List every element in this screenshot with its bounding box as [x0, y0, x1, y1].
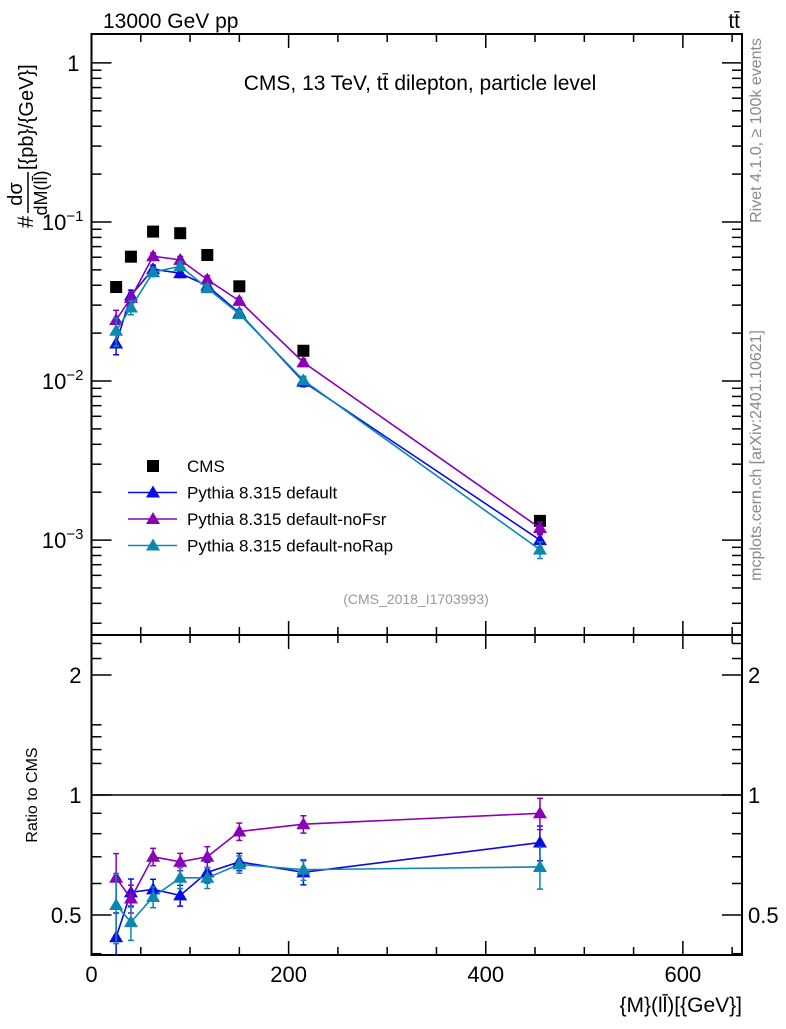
legend-label: Pythia 8.315 default-noRap	[187, 537, 393, 556]
main-point-cms	[124, 250, 137, 263]
y-tick-label: 10−1	[42, 208, 84, 235]
x-axis-label: {M}(ll̄)[{GeV}]	[619, 993, 742, 1017]
x-tick-label: 0	[85, 962, 97, 987]
y-tick-label: 10−3	[42, 526, 84, 553]
ratio-point-1	[123, 891, 138, 904]
ratio-point-1	[232, 824, 247, 837]
ratio-point-0	[173, 888, 188, 901]
x-tick-label: 200	[270, 962, 307, 987]
main-point-cms	[110, 281, 123, 294]
legend-marker	[146, 538, 160, 551]
ratio-point-1	[173, 854, 188, 867]
main-point-3	[109, 323, 124, 336]
main-line	[115, 265, 541, 551]
main-point-3	[123, 300, 138, 313]
main-point-2	[532, 521, 547, 534]
ratio-y-tick-label-right: 1	[748, 783, 760, 808]
legend-label: CMS	[187, 457, 225, 476]
main-point-3	[146, 265, 161, 278]
main-point-2	[123, 290, 138, 303]
ratio-point-2	[532, 859, 547, 872]
y-label-numerator: dσ	[5, 182, 27, 206]
y-label-prefix: #	[13, 215, 38, 228]
ratio-point-2	[146, 889, 161, 902]
y-label-suffix: [{pb}/{GeV}]	[16, 64, 38, 170]
x-tick-label: 600	[665, 962, 702, 987]
legend-marker	[146, 512, 160, 524]
header-right: tt̄	[728, 10, 740, 33]
ratio-y-tick-label-right: 0.5	[748, 903, 779, 928]
ratio-y-tick-label-right: 2	[748, 663, 760, 688]
y-tick-label: 1	[67, 51, 79, 76]
main-point-2	[146, 249, 161, 262]
main-line	[115, 255, 541, 529]
ratio-y-tick-label: 1	[69, 783, 81, 808]
main-point-cms	[297, 344, 310, 357]
main-point-3	[232, 306, 247, 319]
ratio-line	[115, 812, 540, 901]
x-tick-label: 400	[467, 962, 504, 987]
main-point-cms	[233, 280, 246, 293]
y-label-denominator: dM(ll̄)	[31, 171, 51, 216]
ratio-y-tick-label: 2	[69, 663, 81, 688]
side-text-mcplots: mcplots.cern.ch [arXiv:2401.10621]	[748, 330, 765, 581]
ratio-y-axis-label: Ratio to CMS	[24, 747, 41, 842]
ratio-point-2	[123, 915, 138, 928]
plot-title: CMS, 13 TeV, tt̄ dilepton, particle leve…	[244, 72, 597, 95]
main-point-3	[173, 259, 188, 272]
ratio-y-tick-label: 0.5	[51, 903, 82, 928]
ratio-point-1	[200, 849, 215, 862]
legend-label: Pythia 8.315 default-noFsr	[187, 510, 387, 529]
main-point-cms	[201, 248, 214, 261]
ratio-point-0	[532, 835, 547, 848]
ratio-point-2	[232, 857, 247, 870]
ratio-point-2	[173, 870, 188, 883]
main-point-2	[173, 252, 188, 265]
main-point-3	[200, 281, 215, 294]
main-point-1	[532, 533, 547, 546]
ratio-point-1	[296, 817, 311, 830]
y-tick-label: 10−2	[42, 367, 84, 394]
analysis-label: (CMS_2018_I1703993)	[343, 591, 489, 607]
legend-marker-cms	[147, 460, 159, 472]
main-point-3	[296, 373, 311, 386]
main-point-cms	[533, 514, 546, 527]
ratio-point-2	[296, 862, 311, 875]
main-point-3	[532, 542, 547, 555]
header-left: 13000 GeV pp	[103, 10, 238, 33]
ratio-point-1	[146, 849, 161, 862]
ratio-point-1	[532, 806, 547, 819]
side-text-rivet: Rivet 4.1.0, ≥ 100k events	[748, 38, 765, 223]
ratio-line	[115, 863, 540, 924]
main-point-1	[173, 266, 188, 279]
main-point-2	[296, 355, 311, 368]
ratio-point-2	[109, 897, 124, 910]
legend-label: Pythia 8.315 default	[187, 484, 338, 503]
y-axis-label: # dσ dM(ll̄)[{pb}/{GeV}]	[5, 64, 51, 228]
legend-marker	[146, 485, 160, 498]
main-point-cms	[174, 227, 187, 240]
main-point-2	[232, 293, 247, 306]
main-point-cms	[147, 225, 160, 238]
ratio-point-2	[200, 870, 215, 883]
main-point-2	[200, 272, 215, 285]
